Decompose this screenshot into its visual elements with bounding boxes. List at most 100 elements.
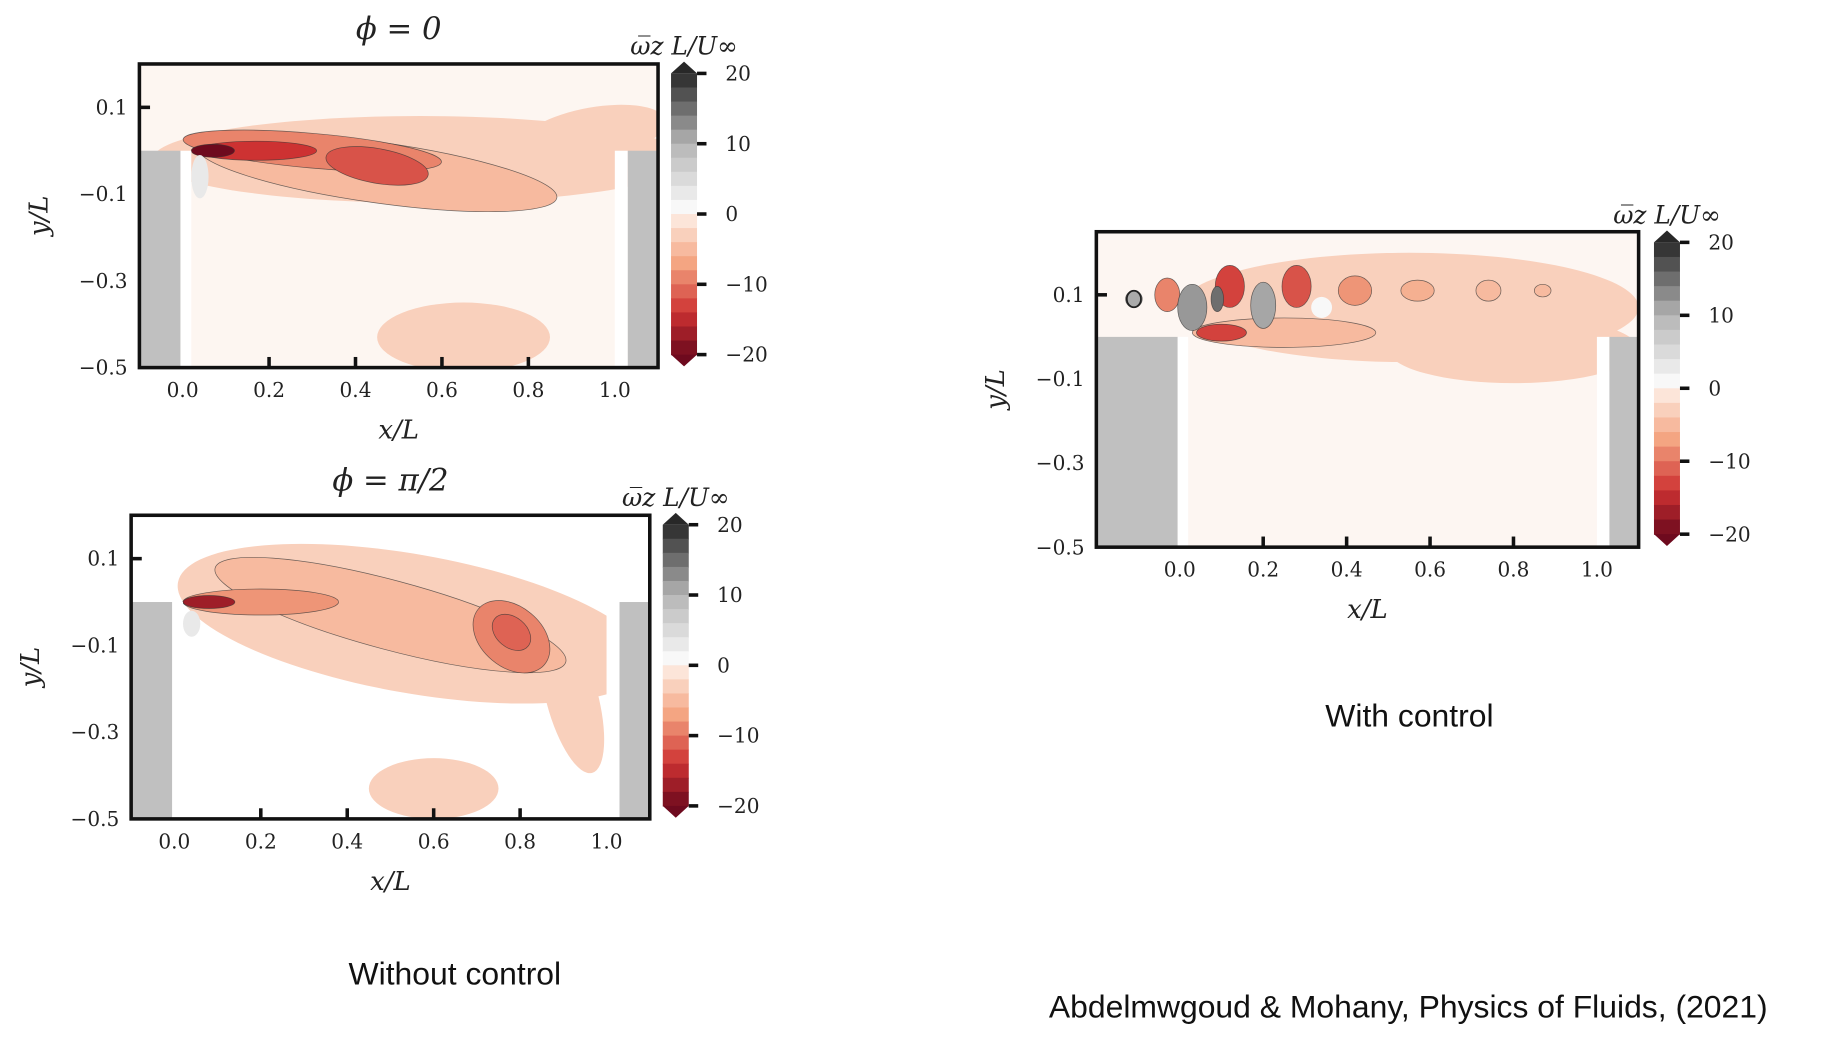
- x-tick-label: 0.4: [331, 829, 363, 853]
- vorticity-contour: [1400, 279, 1435, 302]
- x-tick-label: 0.0: [1164, 558, 1196, 582]
- vorticity-contour: [190, 143, 235, 158]
- plot-frame: [129, 513, 652, 821]
- colorbar-level: [1653, 504, 1680, 521]
- colorbar-tick-label: −10: [1708, 449, 1750, 473]
- x-tick-label: 0.2: [253, 378, 285, 402]
- x-axis-label: x/L: [378, 415, 419, 445]
- colorbar-level: [1653, 475, 1680, 491]
- colorbar-extend-min: [662, 805, 689, 818]
- colorbar-label: ω̅z L/U∞: [1613, 200, 1721, 229]
- cavity-downstream-wall: [1609, 336, 1639, 548]
- vorticity-contour: [491, 613, 532, 651]
- colorbar-level: [671, 284, 698, 299]
- colorbar-level: [671, 298, 698, 314]
- colorbar-level: [662, 524, 689, 540]
- colorbar-level: [671, 115, 698, 131]
- vorticity-contour: [1311, 296, 1333, 318]
- vorticity-contour: [1337, 275, 1373, 306]
- colorbar-level: [662, 552, 689, 568]
- colorbar-level: [1653, 329, 1680, 346]
- y-tick-label: −0.5: [79, 356, 128, 380]
- colorbar-level: [671, 312, 698, 328]
- cavity-downstream-wall: [619, 602, 650, 819]
- colorbar-level: [662, 538, 689, 554]
- colorbar-level: [1653, 359, 1680, 375]
- colorbar-tick-label: 10: [1708, 303, 1734, 327]
- colorbar-tick-label: 0: [725, 202, 738, 226]
- colorbar-level: [1653, 446, 1680, 462]
- colorbar-level: [671, 101, 698, 117]
- shear-layer-gap: [1596, 336, 1610, 548]
- colorbar-label: ω̅z L/U∞: [622, 483, 730, 512]
- vorticity-contour: [1533, 283, 1552, 298]
- colorbar-level: [671, 270, 698, 285]
- colorbar-tick-label: 20: [725, 62, 751, 86]
- colorbar-extend-max: [671, 61, 698, 74]
- colorbar-level: [671, 87, 698, 103]
- panel-phi-0: 0.0 0.2 0.4 0.6 0.8 1.0 0.1 −0.1 −0.3 −0.5 x/L y/L ϕ…: [24, 11, 768, 445]
- x-tick-label: 1.0: [1581, 558, 1613, 582]
- vorticity-contour: [1475, 279, 1502, 302]
- colorbar-level: [662, 580, 689, 596]
- x-tick-label: 0.8: [512, 378, 544, 402]
- y-tick-label: −0.1: [79, 182, 128, 206]
- colorbar-level: [671, 185, 698, 201]
- colorbar-tick-label: 10: [725, 132, 751, 156]
- colorbar-level: [1653, 373, 1680, 389]
- cavity-upstream-wall: [139, 150, 181, 368]
- shear-layer-gap: [614, 150, 628, 368]
- cavity-downstream-wall: [627, 150, 659, 368]
- panel-with-control: 0.0 0.2 0.4 0.6 0.8 1.0 0.1 −0.1 −0.3 −0.5 x/L y/L 2…: [981, 200, 1750, 625]
- colorbar-level: [671, 171, 698, 187]
- shear-layer-gap: [172, 602, 184, 819]
- colorbar-level: [1653, 432, 1680, 448]
- colorbar-level: [1653, 286, 1680, 302]
- y-tick-label: 0.1: [1053, 283, 1085, 307]
- colorbar-level: [1653, 242, 1680, 258]
- colorbar-extend-max: [1653, 230, 1680, 243]
- cavity-upstream-wall: [131, 602, 173, 819]
- colorbar-level: [1653, 388, 1680, 404]
- vorticity-contour: [1154, 277, 1181, 313]
- colorbar-level: [662, 679, 689, 695]
- y-axis-label: y/L: [24, 195, 54, 237]
- colorbar-level: [1653, 519, 1680, 535]
- colorbar-level: [671, 214, 698, 229]
- colorbar-tick-label: −10: [717, 724, 759, 748]
- colorbar-tick-label: 20: [717, 513, 743, 537]
- colorbar-level: [662, 693, 689, 709]
- y-tick-label: 0.1: [87, 547, 119, 571]
- colorbar-level: [662, 665, 689, 680]
- vorticity-contour: [1177, 283, 1208, 331]
- y-tick-label: −0.1: [1036, 367, 1085, 391]
- colorbar-level: [662, 707, 689, 723]
- colorbar-level: [1653, 417, 1680, 433]
- vorticity-contour: [191, 155, 209, 199]
- plot-area: [131, 515, 650, 819]
- colorbar-level: [662, 763, 689, 779]
- x-tick-label: 0.6: [1414, 558, 1446, 582]
- y-tick-label: −0.3: [1036, 451, 1085, 475]
- colorbar-tick-label: −20: [717, 794, 759, 818]
- shear-layer-gap: [606, 602, 620, 819]
- colorbar-level: [662, 566, 689, 582]
- colorbar-level: [662, 749, 689, 765]
- colorbar-level: [671, 199, 698, 215]
- y-tick-label: −0.5: [1036, 535, 1085, 559]
- vorticity-contour: [182, 595, 236, 609]
- colorbar-level: [662, 777, 689, 793]
- x-axis-label: x/L: [370, 867, 411, 897]
- colorbar-level: [671, 340, 698, 356]
- x-tick-label: 0.4: [340, 378, 372, 402]
- control-cylinder: [1125, 289, 1142, 309]
- colorbar-level: [1653, 271, 1680, 287]
- colorbar-level: [1653, 344, 1680, 360]
- colorbar-level: [1653, 300, 1680, 316]
- vorticity-contour: [325, 146, 429, 186]
- x-tick-label: 0.2: [245, 829, 277, 853]
- colorbar-level: [671, 242, 698, 257]
- colorbar-tick-label: 0: [1708, 376, 1721, 400]
- caption-without-control: Without control: [349, 955, 562, 991]
